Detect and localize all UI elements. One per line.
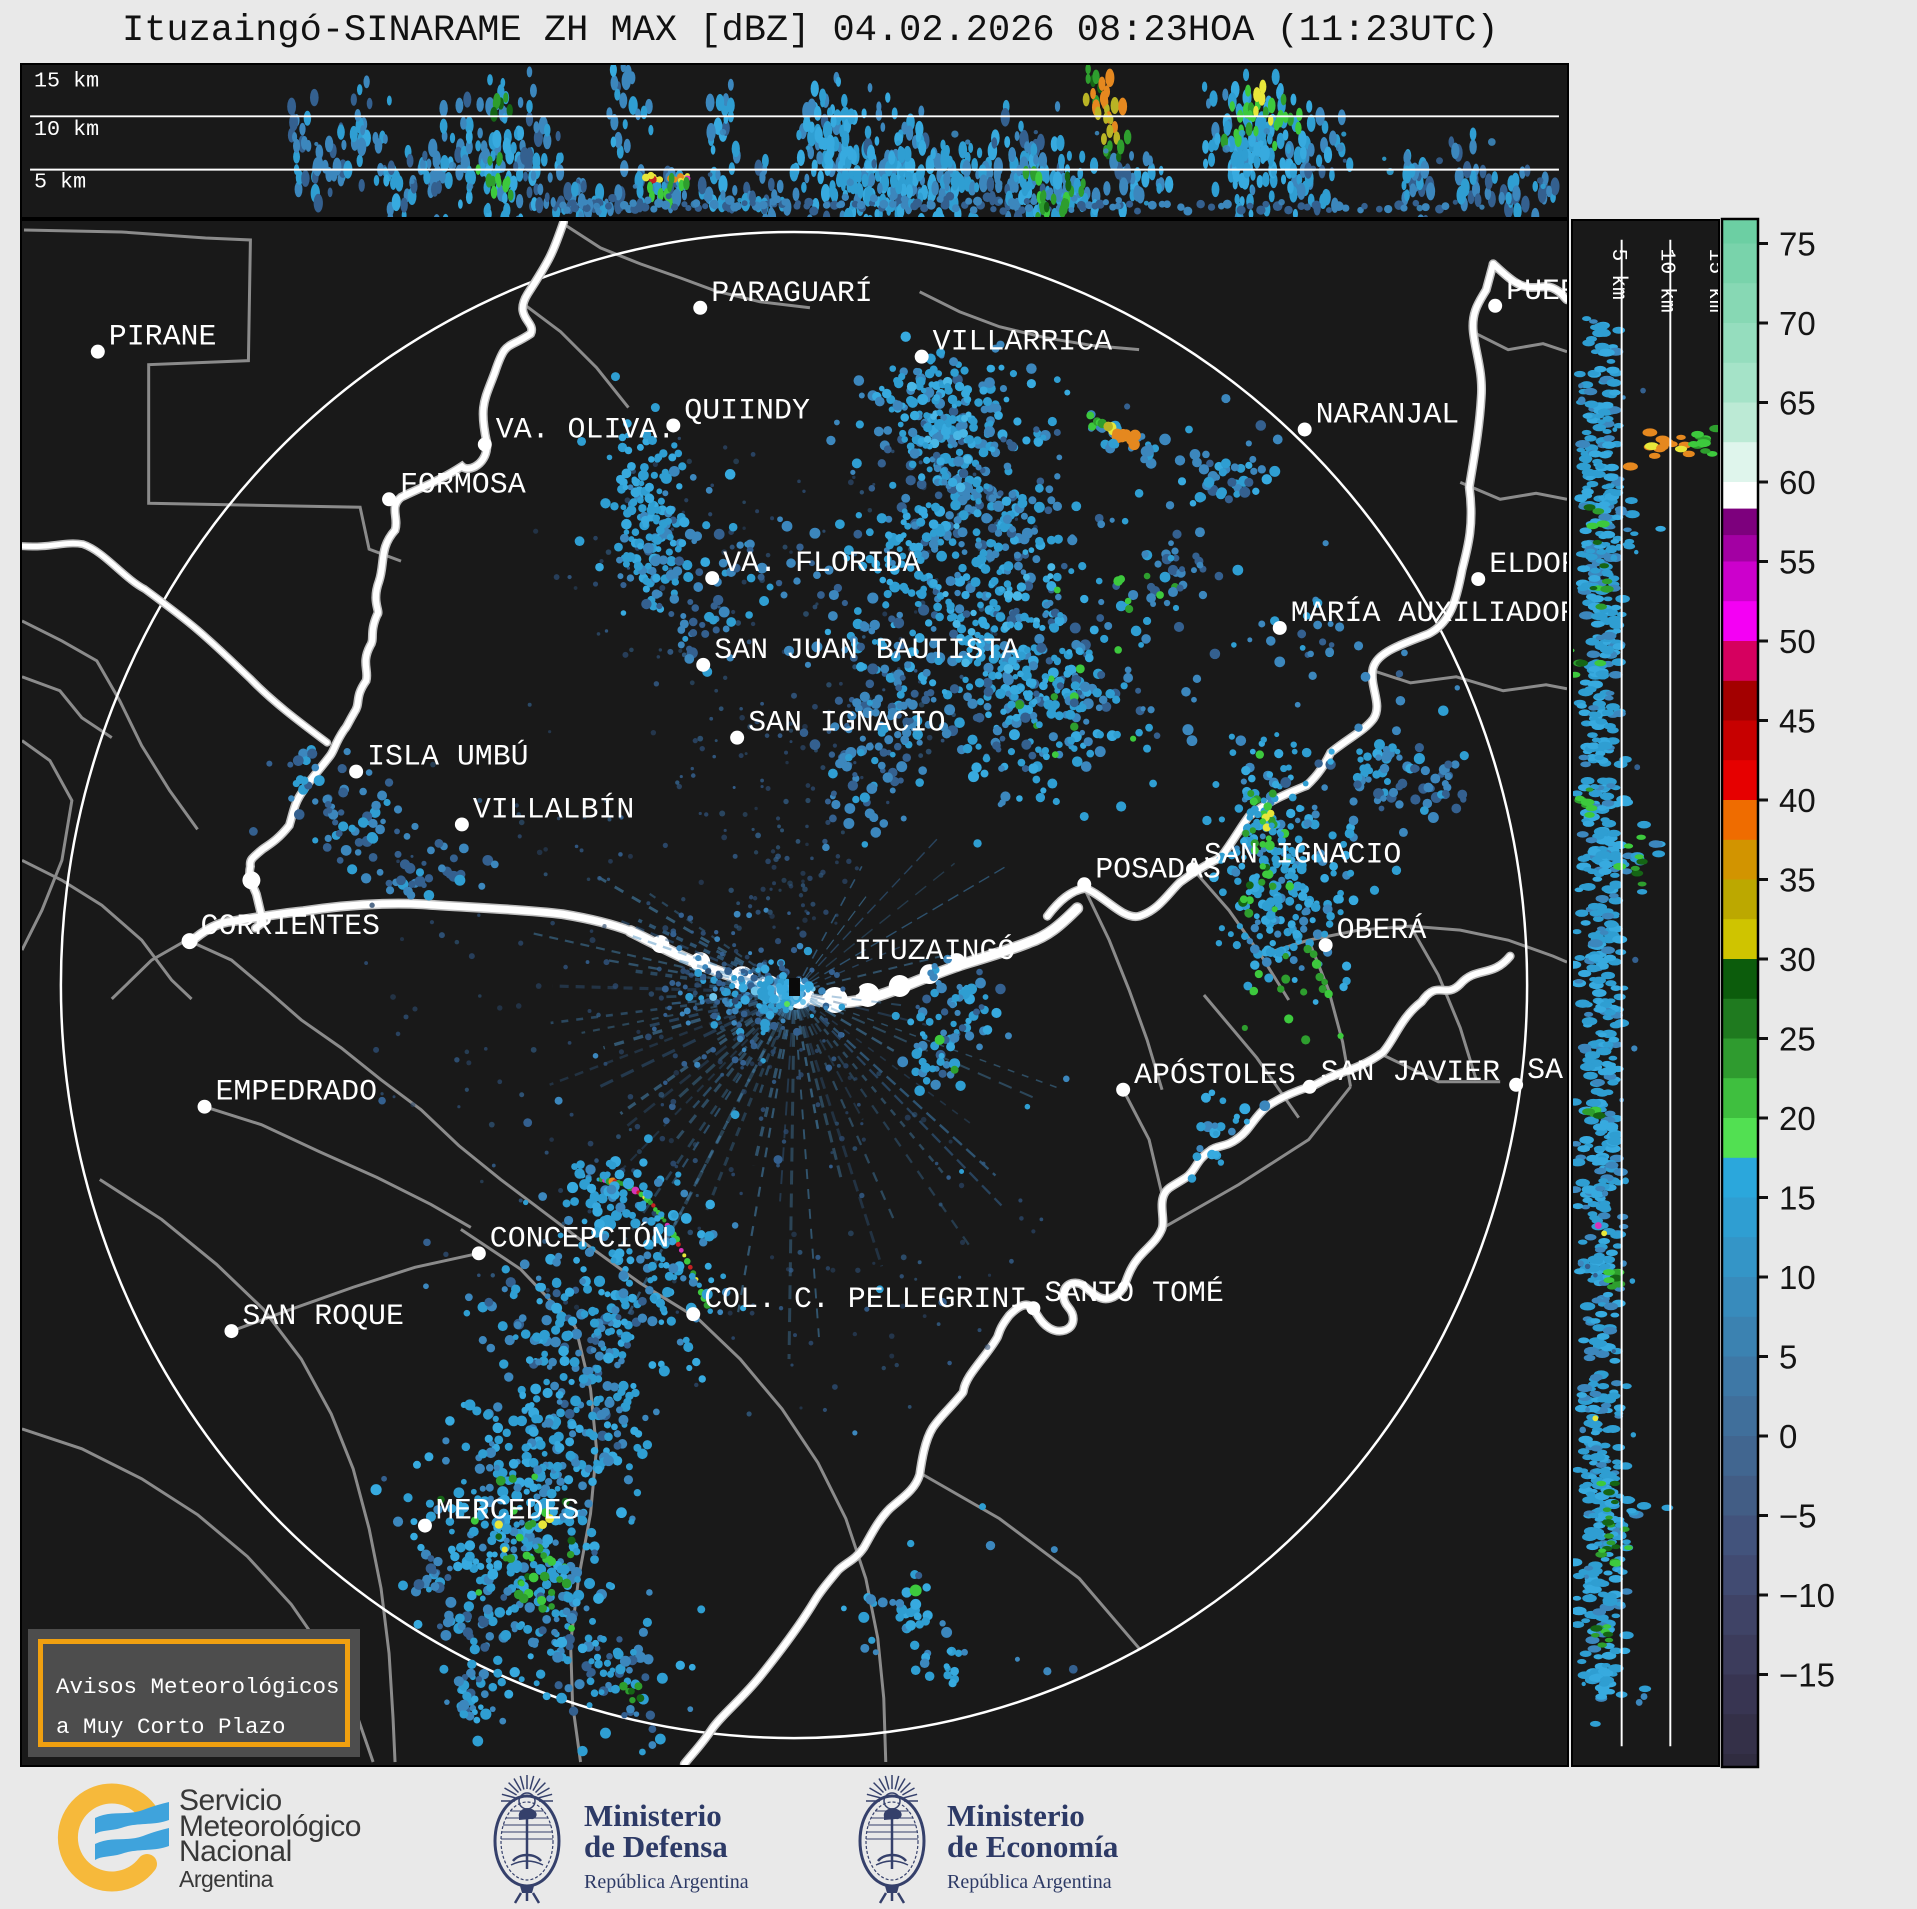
svg-text:10 km: 10 km	[34, 117, 99, 142]
svg-text:15 km: 15 km	[34, 69, 99, 94]
svg-text:5 km: 5 km	[34, 169, 86, 194]
